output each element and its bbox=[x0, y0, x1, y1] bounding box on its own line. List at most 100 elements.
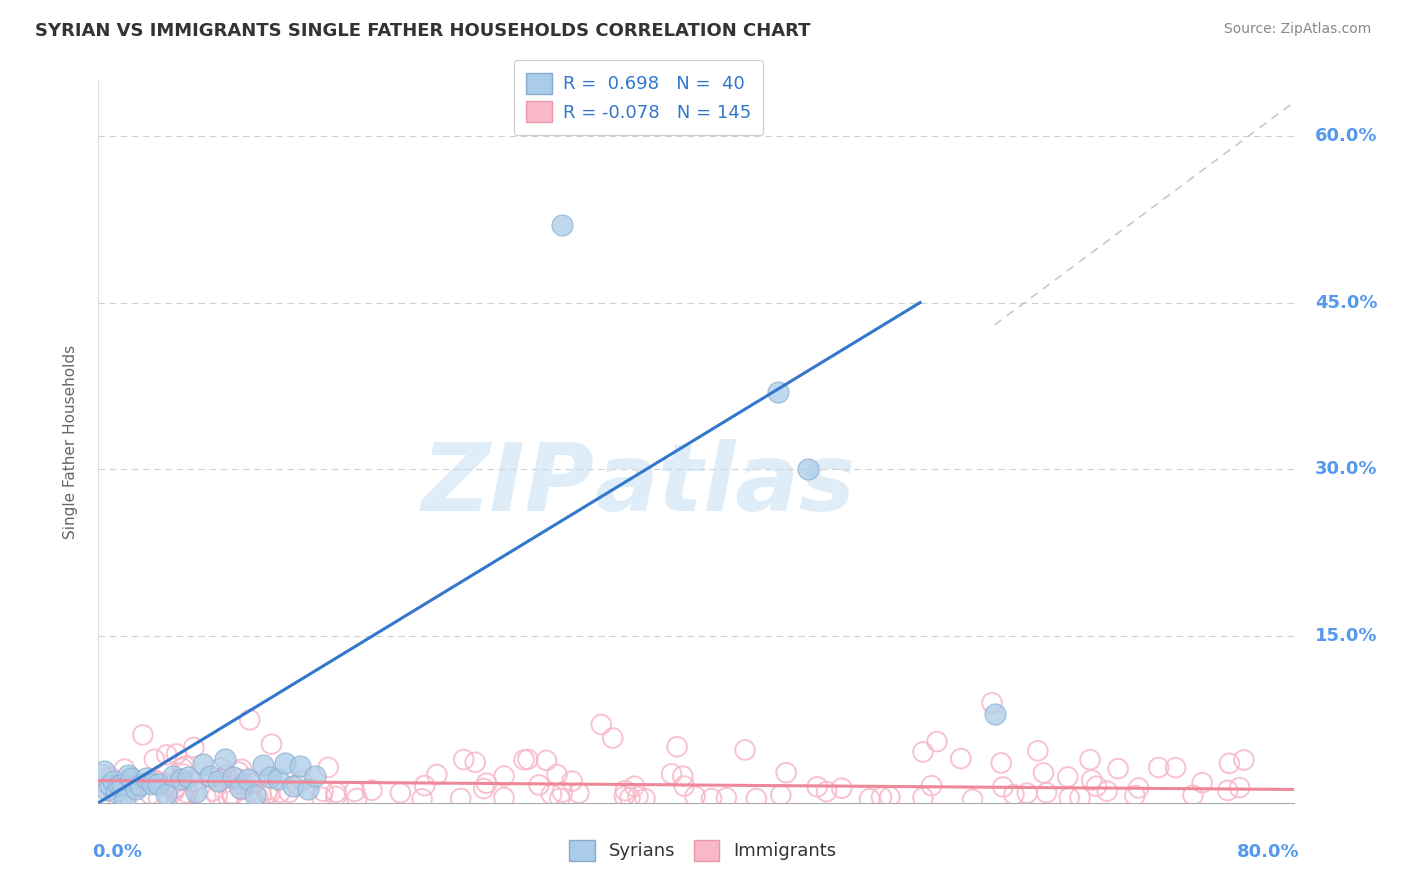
Point bbox=[492, 790, 515, 805]
Point bbox=[257, 782, 280, 797]
Point bbox=[245, 774, 267, 789]
Point bbox=[1164, 761, 1187, 775]
Point bbox=[316, 760, 339, 774]
Point bbox=[184, 785, 207, 799]
Point bbox=[231, 762, 253, 776]
Point bbox=[949, 751, 972, 765]
Point bbox=[516, 752, 538, 766]
Point bbox=[1002, 788, 1025, 802]
Point bbox=[734, 743, 756, 757]
Point bbox=[1123, 789, 1146, 803]
Point bbox=[683, 789, 706, 804]
Point bbox=[239, 713, 262, 727]
Point bbox=[797, 462, 820, 476]
Point bbox=[97, 780, 120, 794]
Point bbox=[870, 790, 893, 805]
Point bbox=[214, 751, 236, 765]
Point bbox=[252, 757, 274, 772]
Point bbox=[267, 772, 290, 787]
Point bbox=[1191, 776, 1213, 790]
Point bbox=[256, 786, 278, 800]
Point bbox=[176, 786, 198, 800]
Point bbox=[361, 783, 384, 797]
Point bbox=[859, 791, 882, 805]
Point bbox=[619, 790, 641, 805]
Point bbox=[200, 769, 222, 783]
Point bbox=[212, 776, 235, 790]
Point bbox=[766, 384, 789, 399]
Point bbox=[389, 786, 412, 800]
Point bbox=[627, 789, 650, 804]
Point bbox=[221, 789, 243, 803]
Point bbox=[111, 777, 134, 791]
Point bbox=[163, 776, 186, 790]
Point bbox=[831, 781, 853, 796]
Point bbox=[634, 791, 657, 805]
Point bbox=[561, 774, 583, 789]
Point bbox=[114, 762, 136, 776]
Point bbox=[297, 781, 319, 796]
Point bbox=[325, 789, 347, 804]
Point bbox=[1032, 765, 1054, 780]
Point bbox=[217, 790, 239, 805]
Point bbox=[274, 756, 297, 770]
Point bbox=[281, 780, 304, 794]
Point bbox=[172, 788, 194, 802]
Point bbox=[226, 772, 249, 786]
Point bbox=[174, 759, 197, 773]
Point bbox=[494, 769, 516, 783]
Text: SYRIAN VS IMMIGRANTS SINGLE FATHER HOUSEHOLDS CORRELATION CHART: SYRIAN VS IMMIGRANTS SINGLE FATHER HOUSE… bbox=[35, 22, 811, 40]
Point bbox=[1181, 789, 1204, 803]
Point bbox=[288, 759, 311, 773]
Point bbox=[285, 778, 308, 792]
Point bbox=[815, 784, 838, 798]
Point bbox=[135, 771, 157, 785]
Point bbox=[346, 791, 368, 805]
Point bbox=[911, 790, 934, 805]
Point bbox=[250, 788, 273, 802]
Point bbox=[453, 752, 475, 766]
Point bbox=[921, 779, 943, 793]
Point bbox=[239, 776, 262, 790]
Point bbox=[984, 706, 1007, 721]
Point bbox=[132, 728, 155, 742]
Point bbox=[156, 747, 179, 762]
Point bbox=[591, 717, 613, 731]
Point bbox=[673, 779, 696, 793]
Point bbox=[129, 778, 152, 792]
Point bbox=[90, 767, 112, 781]
Point bbox=[163, 782, 186, 797]
Point bbox=[278, 785, 301, 799]
Point bbox=[1147, 760, 1170, 774]
Point bbox=[672, 769, 695, 783]
Point bbox=[623, 779, 645, 793]
Point bbox=[259, 770, 281, 784]
Point bbox=[343, 784, 366, 798]
Point bbox=[103, 774, 125, 789]
Point bbox=[172, 767, 194, 781]
Point bbox=[143, 752, 166, 766]
Point bbox=[1218, 756, 1240, 771]
Point bbox=[166, 747, 188, 761]
Point bbox=[661, 767, 683, 781]
Point bbox=[411, 792, 433, 806]
Legend: R =  0.698   N =  40, R = -0.078   N = 145: R = 0.698 N = 40, R = -0.078 N = 145 bbox=[513, 61, 763, 135]
Point bbox=[536, 753, 558, 767]
Point bbox=[548, 791, 571, 805]
Point bbox=[911, 745, 934, 759]
Point bbox=[172, 761, 194, 775]
Point bbox=[177, 770, 200, 784]
Point bbox=[1059, 790, 1081, 805]
Point bbox=[105, 785, 128, 799]
Point bbox=[169, 790, 191, 805]
Point bbox=[191, 756, 214, 771]
Point bbox=[311, 790, 333, 805]
Point bbox=[229, 781, 252, 796]
Point bbox=[290, 774, 312, 789]
Text: atlas: atlas bbox=[595, 439, 856, 531]
Text: 30.0%: 30.0% bbox=[1315, 460, 1378, 478]
Point bbox=[139, 787, 162, 801]
Point bbox=[769, 788, 792, 802]
Point bbox=[183, 740, 205, 755]
Point bbox=[194, 789, 217, 804]
